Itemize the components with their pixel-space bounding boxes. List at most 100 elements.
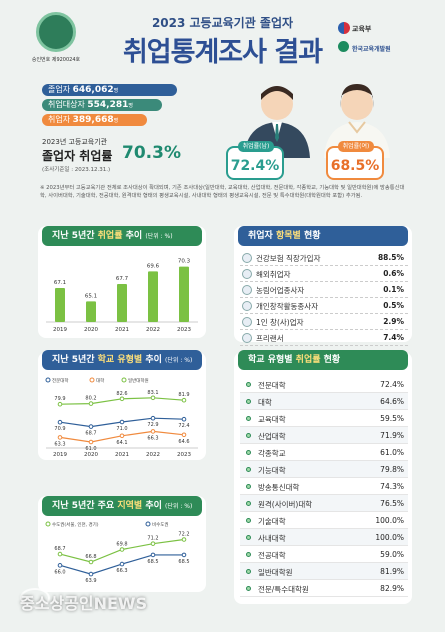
school-type-label: 산업대학 — [258, 432, 286, 441]
data-point — [181, 397, 187, 403]
page-title: 취업통계조사 결과 — [122, 37, 323, 68]
panel-title-part: 추이 — [142, 355, 162, 365]
legend-marker — [89, 377, 95, 383]
bullet-icon — [246, 450, 251, 455]
data-label: 83.1 — [147, 390, 158, 396]
item-label: 농림어업종사자 — [256, 286, 305, 295]
school-type-value: 100.0% — [375, 533, 404, 542]
data-point — [88, 401, 94, 406]
school-type-row: 전문/특수대학원 82.9% — [240, 580, 408, 597]
stat-employed: 취업자 389,668명 — [42, 114, 147, 126]
stat-graduates: 졸업자 646,062명 — [42, 84, 177, 96]
data-label: 82.6 — [116, 391, 127, 397]
female-rate-tag: 취업률(여) — [338, 141, 374, 152]
tick-label: 2023 — [177, 452, 191, 458]
item-label: 1인 창(사)업자 — [256, 318, 304, 327]
data-point — [150, 552, 156, 558]
rate-label: 2023년 고등교육기관 — [42, 138, 108, 146]
panel-title-part: 학교 유형별 — [248, 355, 296, 365]
school-type-row: 방송통신대학 74.3% — [240, 478, 408, 495]
data-label: 81.9 — [178, 392, 189, 398]
item-icon — [242, 285, 252, 295]
bullet-icon — [246, 382, 251, 387]
item-row: 농림어업종사자 0.1% — [240, 282, 408, 298]
school-type-label: 방송통신대학 — [258, 483, 300, 492]
bar — [55, 288, 65, 322]
bullet-icon — [246, 467, 251, 472]
tick-label: 2022 — [146, 452, 160, 458]
school-type-value: 59.5% — [380, 414, 404, 423]
school-type-row: 기술대학 100.0% — [240, 512, 408, 529]
bar — [86, 301, 96, 322]
item-row: 해외취업자 0.6% — [240, 266, 408, 282]
panel-title-part: 추이 — [122, 231, 143, 241]
item-value: 2.9% — [383, 317, 404, 326]
school-type-label: 각종학교 — [258, 449, 286, 458]
data-point — [88, 559, 94, 565]
data-point — [57, 551, 63, 557]
item-icon — [242, 253, 252, 263]
panel-title-part: 취업자 — [248, 231, 276, 241]
bar — [148, 271, 158, 322]
item-row: 개인창작활동종사자 0.5% — [240, 298, 408, 314]
school-type-label: 기능대학 — [258, 466, 286, 475]
school-type-value: 81.9% — [380, 567, 404, 576]
legend-marker — [145, 521, 151, 527]
item-icon — [242, 269, 252, 279]
data-point — [119, 396, 125, 402]
stat-label: 취업자 — [48, 115, 71, 124]
item-label: 개인창작활동종사자 — [256, 302, 319, 311]
stat-unit: 명 — [113, 118, 119, 124]
bar — [117, 284, 127, 322]
data-label: 66.0 — [54, 569, 65, 575]
panel-employment-trend-header: 지난 5년간 취업률 추이 (단위 : %) — [42, 226, 202, 246]
data-label: 68.7 — [54, 546, 65, 552]
header-subtitle: 2023 고등교육기관 졸업자 — [151, 16, 294, 30]
bullet-icon — [246, 569, 251, 574]
school-type-label: 전공대학 — [258, 551, 286, 560]
data-point — [150, 541, 156, 546]
tick-label: 2021 — [115, 327, 129, 333]
data-label: 69.8 — [116, 542, 127, 548]
data-point — [119, 547, 125, 552]
panel-title-part: 현황 — [320, 355, 341, 365]
school-type-line-chart: 전문대학 대학 일반대학원 70.9 68.7 71.0 72.9 72.4 63.3 61.0 6… — [45, 377, 198, 458]
school-type-row: 원격(사이버)대학 76.5% — [240, 495, 408, 512]
rate-date: (조사기준일 : 2023.12.31.) — [42, 167, 111, 173]
seal-text: 승인번호 제920024호 — [31, 57, 81, 63]
data-label: 66.3 — [147, 435, 158, 441]
stat-eligible: 취업대상자 554,281명 — [42, 99, 162, 111]
data-point — [88, 439, 94, 445]
school-type-row: 기능대학 79.8% — [240, 461, 408, 478]
item-icon — [242, 333, 252, 343]
item-icon — [242, 301, 252, 311]
bullet-icon — [246, 399, 251, 404]
data-label: 80.2 — [85, 396, 96, 402]
kedi-logo-icon — [338, 41, 349, 52]
school-type-value: 59.0% — [380, 550, 404, 559]
data-label: 71.2 — [147, 536, 158, 542]
bullet-icon — [246, 586, 251, 591]
item-row: 1인 창(사)업자 2.9% — [240, 314, 408, 330]
panel-title-part: 추이 — [142, 501, 162, 511]
stat-value: 389,668 — [72, 115, 114, 125]
school-type-row: 대학 64.6% — [240, 393, 408, 410]
data-point — [150, 395, 156, 401]
school-type-row: 사내대학 100.0% — [240, 529, 408, 546]
panel-title-highlight: 취업률 — [295, 355, 321, 365]
school-type-label: 전문/특수대학원 — [258, 585, 309, 594]
data-label: 79.9 — [54, 396, 65, 402]
data-point — [57, 435, 63, 440]
item-value: 0.6% — [383, 269, 404, 278]
school-type-label: 전문대학 — [258, 381, 286, 390]
region-line-chart: 수도권(서울, 인천, 경기) 비수도권 68.7 66.8 69.8 71.2 72.2 6… — [45, 521, 190, 584]
data-label: 63.9 — [85, 578, 96, 584]
panel-school-type-header: 지난 5년간 학교 유형별 추이 (단위 : %) — [42, 350, 202, 370]
school-type-label: 기술대학 — [258, 517, 286, 526]
tick-label: 2019 — [53, 452, 67, 458]
tick-label: 2020 — [84, 452, 98, 458]
data-label: 61.0 — [85, 446, 96, 452]
org-moe: 교육부 — [352, 25, 372, 33]
data-label: 66.8 — [85, 554, 96, 560]
panel-title-part: 현황 — [300, 231, 321, 241]
